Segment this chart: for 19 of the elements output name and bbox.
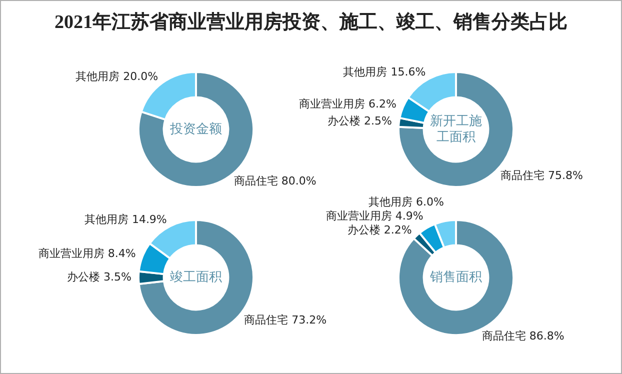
slice-label: 商业营业用房 8.4% (38, 246, 136, 260)
slice-label: 其他用房 14.9% (84, 212, 167, 226)
text: 销售面积 (429, 270, 482, 285)
slice-label: 其他用房 6.0% (368, 195, 444, 208)
slice-label: 办公楼 2.5% (328, 114, 392, 128)
slice-label: 其他用房 20.0% (76, 70, 158, 84)
slice-label: 办公楼 3.5% (67, 270, 132, 284)
slice-label: 商品住宅 86.8% (482, 329, 564, 342)
text: 新开工施工面积 (430, 114, 482, 145)
slice-label: 商品住宅 73.2% (244, 313, 327, 326)
slice-label: 办公楼 2.2% (347, 223, 412, 236)
slice-label: 商品住宅 80.0% (234, 174, 316, 188)
text: 竣工面积 (170, 270, 222, 285)
slice-label: 其他用房 15.6% (343, 65, 426, 78)
text: 2021年江苏省商业营业用房投资、施工、竣工、销售分类占比 (54, 10, 568, 35)
slice-label: 商业营业用房 4.9% (326, 209, 424, 222)
slice-label: 商业营业用房 6.2% (299, 97, 397, 110)
slice-label: 商品住宅 75.8% (500, 168, 584, 182)
text: 投资金额 (169, 122, 222, 137)
